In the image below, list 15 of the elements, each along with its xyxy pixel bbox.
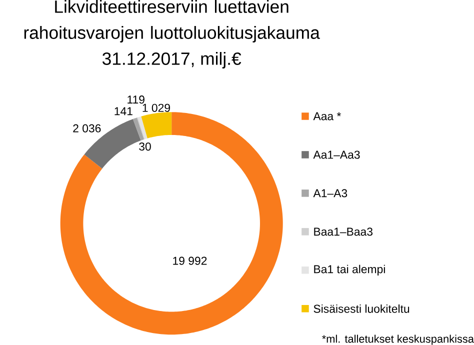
data-label: 1 029: [142, 104, 170, 112]
data-label: 30: [139, 142, 151, 151]
legend-label: Sisäisesti luokiteltu: [314, 304, 410, 313]
legend-label: Aaa *: [313, 112, 342, 120]
data-label: 2 036: [73, 124, 101, 132]
chart-subtitle: 31.12.2017, milj.€: [102, 52, 242, 68]
legend-label: A1–A3: [313, 189, 348, 198]
legend-label: Aa1–Aa3: [313, 150, 360, 159]
data-label: 19 992: [173, 256, 207, 265]
data-label: 141: [114, 107, 132, 116]
chart-title: Likviditeettireserviin luettavien rahoitusvarojen luottoluokitusjakauma: [24, 0, 320, 42]
legend-label: Baa1–Baa3: [314, 228, 372, 236]
text: *ml. talletukset keskuspankissa: [322, 334, 474, 345]
data-label: 119: [128, 96, 144, 104]
legend-label: Ba1 tai alempi: [314, 264, 385, 276]
